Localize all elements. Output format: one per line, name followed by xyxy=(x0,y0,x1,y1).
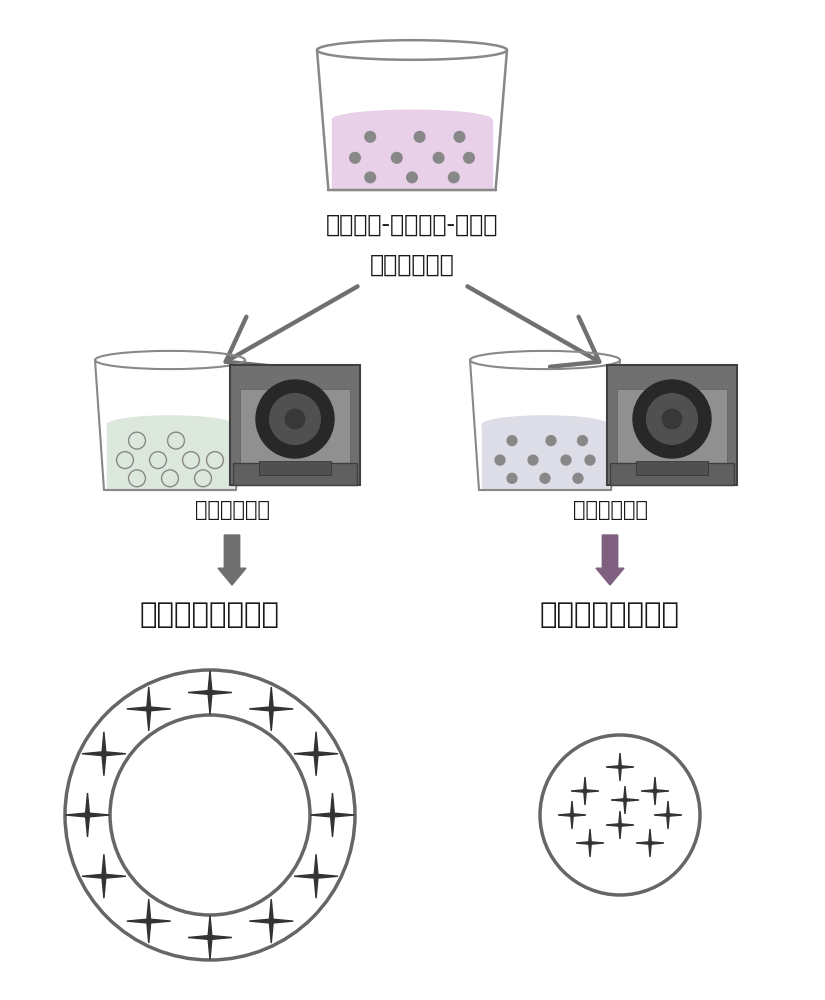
FancyBboxPatch shape xyxy=(233,463,357,485)
Polygon shape xyxy=(636,829,664,857)
Circle shape xyxy=(464,152,474,163)
Circle shape xyxy=(540,473,550,483)
Polygon shape xyxy=(82,854,126,898)
Circle shape xyxy=(392,152,402,163)
Circle shape xyxy=(495,455,505,465)
Text: 复合荧光纳米体系: 复合荧光纳米体系 xyxy=(540,601,680,629)
Circle shape xyxy=(270,394,320,444)
Polygon shape xyxy=(188,916,232,960)
Polygon shape xyxy=(249,899,293,943)
Polygon shape xyxy=(332,120,492,190)
Circle shape xyxy=(285,409,304,429)
FancyBboxPatch shape xyxy=(240,389,350,467)
Polygon shape xyxy=(218,535,246,585)
Circle shape xyxy=(507,473,517,483)
FancyBboxPatch shape xyxy=(617,389,727,467)
Text: 反应单体-荧光物质-稳定剂: 反应单体-荧光物质-稳定剂 xyxy=(326,213,498,237)
Polygon shape xyxy=(188,670,232,714)
Circle shape xyxy=(455,131,464,142)
Polygon shape xyxy=(641,777,669,805)
Polygon shape xyxy=(654,801,682,829)
Text: 一锅煮法制备: 一锅煮法制备 xyxy=(370,253,455,277)
Circle shape xyxy=(647,394,697,444)
Ellipse shape xyxy=(332,110,492,130)
Polygon shape xyxy=(558,801,586,829)
FancyBboxPatch shape xyxy=(230,365,360,485)
Polygon shape xyxy=(596,535,624,585)
Polygon shape xyxy=(294,854,338,898)
Circle shape xyxy=(449,172,460,183)
Ellipse shape xyxy=(482,416,608,434)
Polygon shape xyxy=(606,753,634,781)
Ellipse shape xyxy=(107,416,233,434)
Circle shape xyxy=(528,455,538,465)
Circle shape xyxy=(662,409,681,429)
Circle shape xyxy=(350,152,361,163)
Polygon shape xyxy=(65,793,110,837)
Polygon shape xyxy=(571,777,599,805)
Polygon shape xyxy=(249,687,293,731)
Circle shape xyxy=(578,436,587,446)
Polygon shape xyxy=(482,425,608,490)
Circle shape xyxy=(256,380,334,458)
Polygon shape xyxy=(611,786,639,814)
Circle shape xyxy=(507,436,517,446)
Polygon shape xyxy=(576,829,604,857)
Circle shape xyxy=(561,455,571,465)
Circle shape xyxy=(365,172,375,183)
Polygon shape xyxy=(127,899,171,943)
Text: 静置分离纯化: 静置分离纯化 xyxy=(573,500,648,520)
Polygon shape xyxy=(107,425,233,490)
Circle shape xyxy=(585,455,595,465)
Circle shape xyxy=(546,436,556,446)
Polygon shape xyxy=(127,687,171,731)
Polygon shape xyxy=(294,732,338,776)
Polygon shape xyxy=(82,732,126,776)
FancyBboxPatch shape xyxy=(258,461,332,475)
Circle shape xyxy=(573,473,583,483)
FancyBboxPatch shape xyxy=(610,463,734,485)
FancyBboxPatch shape xyxy=(607,365,737,485)
FancyBboxPatch shape xyxy=(635,461,709,475)
Circle shape xyxy=(414,131,425,142)
Text: 静置分离纯化: 静置分离纯化 xyxy=(195,500,270,520)
Text: 复合荧光微米体系: 复合荧光微米体系 xyxy=(140,601,280,629)
Polygon shape xyxy=(606,811,634,839)
Circle shape xyxy=(365,131,375,142)
Circle shape xyxy=(433,152,444,163)
Circle shape xyxy=(633,380,711,458)
Polygon shape xyxy=(310,793,355,837)
Circle shape xyxy=(407,172,417,183)
